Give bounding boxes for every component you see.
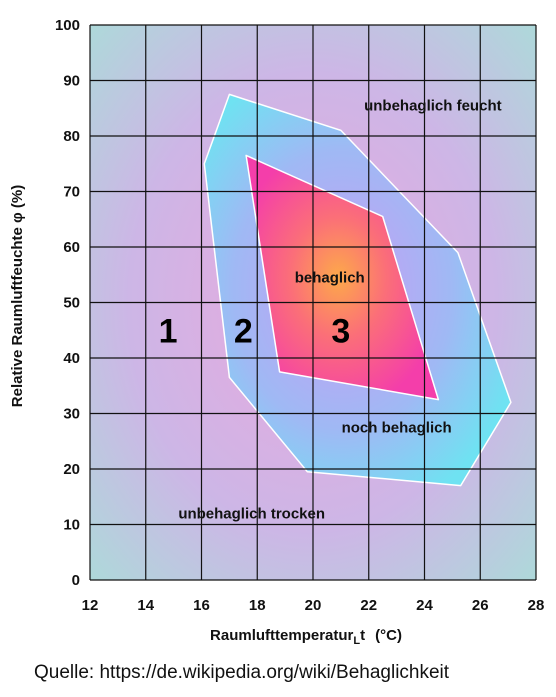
x-tick-label: 14 [137, 597, 154, 614]
zone-label: unbehaglich trocken [178, 505, 325, 522]
x-tick-label: 12 [82, 597, 99, 614]
y-axis-label: Relative Raumluftfeuchte φ (%) [9, 185, 26, 407]
x-tick-label: 16 [193, 597, 210, 614]
comfort-chart: 12 14 16 18 20 22 24 26 280102030405060708090100… [9, 17, 545, 647]
x-axis-label-text: Raumlufttemperatur [210, 627, 354, 644]
y-tick-label: 80 [63, 128, 80, 145]
y-tick-label: 10 [63, 517, 80, 534]
zone-label: behaglich [295, 270, 365, 287]
zone-number: 1 [159, 312, 178, 350]
x-tick-label: 26 [472, 597, 489, 614]
zone-label: noch behaglich [342, 419, 452, 436]
x-axis-label-unit: (°C) [375, 627, 402, 644]
x-tick-label: 28 [528, 597, 545, 614]
zone-label: unbehaglich feucht [364, 97, 502, 114]
x-axis-label-subscript: L [353, 635, 360, 647]
zone-number: 2 [234, 312, 253, 350]
x-axis-label-symbol: t [360, 627, 365, 644]
x-tick-label: 18 [249, 597, 266, 614]
y-tick-label: 90 [63, 73, 80, 90]
y-tick-label: 30 [63, 406, 80, 423]
x-tick-label: 24 [416, 597, 433, 614]
y-tick-label: 50 [63, 295, 80, 312]
zone-number: 3 [331, 312, 350, 350]
y-tick-label: 40 [63, 350, 80, 367]
x-axis-label: RaumlufttemperaturLt (°C) [210, 627, 402, 647]
y-tick-label: 20 [63, 461, 80, 478]
y-tick-label: 0 [72, 572, 80, 589]
y-tick-label: 60 [63, 239, 80, 256]
y-tick-label: 100 [55, 17, 80, 34]
x-tick-label: 22 [360, 597, 377, 614]
source-caption: Quelle: https://de.wikipedia.org/wiki/Be… [34, 662, 450, 683]
y-tick-label: 70 [63, 184, 80, 201]
x-tick-label: 20 [305, 597, 322, 614]
region-behaglich [245, 154, 440, 401]
